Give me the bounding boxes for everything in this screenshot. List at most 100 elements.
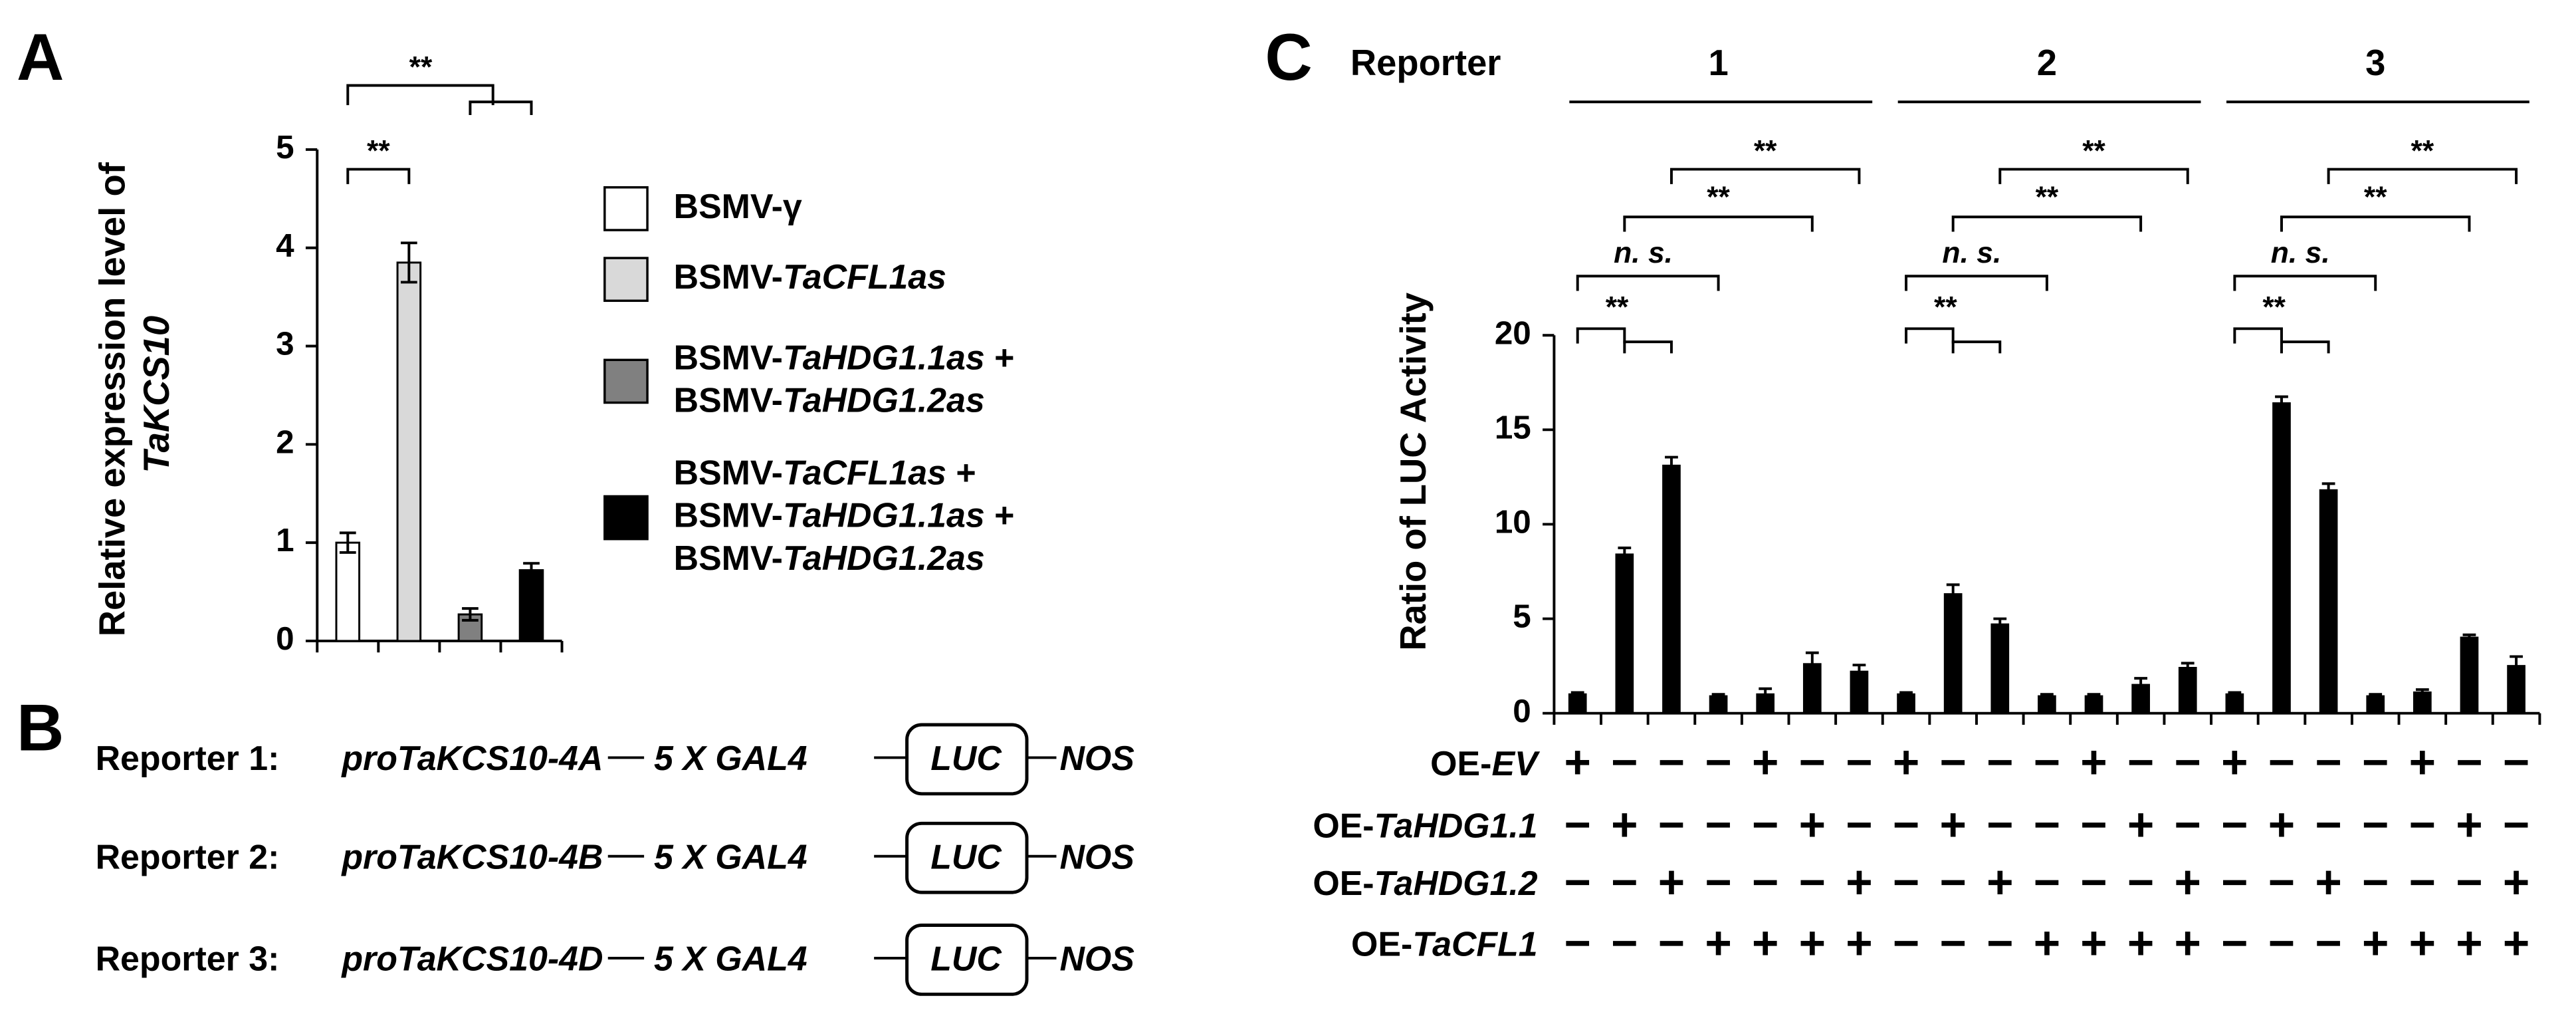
- treatment-sign: +: [2080, 917, 2107, 969]
- treatment-label: OE-TaCFL1: [1351, 924, 1538, 963]
- treatment-sign: −: [2221, 917, 2248, 969]
- y-axis-label: Ratio of LUC Activity: [1393, 293, 1434, 651]
- treatment-sign: +: [2080, 736, 2107, 788]
- treatment-sign: −: [2315, 736, 2341, 788]
- legend-label: BSMV-γ: [674, 187, 802, 225]
- significance-bracket: [346, 84, 494, 106]
- treatment-sign: −: [2034, 856, 2060, 908]
- treatment-sign: +: [1939, 799, 1966, 850]
- treatment-sign: +: [2268, 799, 2295, 850]
- treatment-sign: −: [2456, 856, 2482, 908]
- y-tick-label: 5: [276, 129, 294, 166]
- y-tick-label: 4: [276, 227, 294, 264]
- treatment-sign: −: [1705, 799, 1731, 850]
- error-bar: [2134, 677, 2148, 693]
- treatment-sign: −: [2080, 856, 2107, 908]
- treatment-sign: +: [2127, 799, 2154, 850]
- treatment-sign: −: [2034, 736, 2060, 788]
- significance-label: **: [1754, 135, 1777, 168]
- bar: [1615, 553, 1634, 715]
- panel-label: C: [1265, 21, 1312, 94]
- error-bar: [1805, 651, 1819, 677]
- legend-swatch: [603, 495, 649, 541]
- promoter: proTaKCS10-4D: [340, 940, 603, 978]
- error-bar: [462, 607, 479, 622]
- y-tick-label: 1: [276, 522, 294, 559]
- promoter: proTaKCS10-4A: [340, 739, 603, 777]
- treatment-sign: +: [2503, 917, 2529, 969]
- bar: [2178, 666, 2197, 715]
- legend-label: BSMV-TaHDG1.1as + BSMV-TaHDG1.2as: [674, 338, 1024, 419]
- y-tick-label: 20: [1495, 315, 1531, 351]
- group-label: 3: [2365, 43, 2385, 83]
- treatment-sign: +: [2175, 917, 2201, 969]
- treatment-sign: −: [1611, 917, 1638, 969]
- treatment-sign: −: [2409, 799, 2436, 850]
- bar: [396, 261, 422, 642]
- treatment-sign: −: [2503, 799, 2529, 850]
- treatment-sign: −: [2503, 736, 2529, 788]
- treatment-sign: −: [2221, 799, 2248, 850]
- legend-swatch: [603, 186, 649, 231]
- treatment-sign: −: [2080, 799, 2107, 850]
- treatment-sign: +: [2503, 856, 2529, 908]
- error-bar: [1946, 583, 1960, 605]
- treatment-sign: +: [2034, 917, 2060, 969]
- significance-bracket: [1623, 340, 1673, 354]
- treatment-sign: −: [2315, 917, 2341, 969]
- error-bar: [1759, 687, 1772, 701]
- gene-box: [905, 723, 1029, 796]
- panel-label: B: [17, 691, 64, 764]
- y-tick-label: 5: [1513, 598, 1531, 635]
- error-bar: [2369, 693, 2383, 699]
- error-bar: [2321, 482, 2335, 499]
- treatment-sign: −: [2175, 736, 2201, 788]
- treatment-sign: −: [2268, 856, 2295, 908]
- error-bar: [2462, 633, 2476, 642]
- significance-bracket: [346, 168, 411, 184]
- significance-bracket: [1998, 168, 2189, 184]
- treatment-sign: −: [1939, 856, 1966, 908]
- treatment-sign: −: [1939, 917, 1966, 969]
- treatment-sign: −: [1846, 799, 1872, 850]
- error-bar: [1899, 691, 1913, 698]
- terminator: NOS: [1059, 940, 1134, 978]
- treatment-sign: +: [1705, 917, 1731, 969]
- significance-label: **: [367, 135, 390, 168]
- treatment-sign: −: [1752, 799, 1778, 850]
- treatment-sign: −: [1752, 856, 1778, 908]
- error-bar: [1665, 455, 1678, 476]
- treatment-sign: +: [2456, 917, 2482, 969]
- significance-bracket: [1576, 275, 1720, 291]
- treatment-label: OE-TaHDG1.1: [1313, 806, 1537, 844]
- gene: LUC: [930, 837, 1002, 876]
- error-bar: [2181, 662, 2195, 674]
- treatment-sign: −: [1658, 736, 1685, 788]
- treatment-sign: −: [2221, 856, 2248, 908]
- error-bar: [1711, 693, 1725, 699]
- treatment-label: OE-EV: [1430, 743, 1541, 782]
- significance-label: **: [2082, 135, 2105, 168]
- treatment-sign: +: [2409, 736, 2436, 788]
- treatment-sign: +: [1799, 799, 1826, 850]
- significance-bracket: [1951, 215, 2143, 232]
- treatment-sign: −: [2456, 736, 2482, 788]
- treatment-sign: −: [1799, 736, 1826, 788]
- gene-box: [905, 924, 1029, 996]
- treatment-sign: −: [1564, 917, 1591, 969]
- treatment-sign: −: [2268, 917, 2295, 969]
- significance-label: n. s.: [1614, 237, 1673, 269]
- error-bar: [2228, 691, 2242, 698]
- significance-bracket: [469, 100, 533, 116]
- error-bar: [1852, 664, 1866, 680]
- element: 5 X GAL4: [654, 940, 807, 978]
- y-tick-label: 0: [276, 620, 294, 657]
- treatment-sign: −: [1799, 856, 1826, 908]
- treatment-sign: +: [2409, 917, 2436, 969]
- treatment-sign: −: [1986, 917, 2013, 969]
- treatment-sign: −: [1893, 856, 1919, 908]
- y-tick-label: 3: [276, 326, 294, 362]
- treatment-label: OE-TaHDG1.2: [1313, 864, 1537, 902]
- treatment-sign: −: [2362, 856, 2389, 908]
